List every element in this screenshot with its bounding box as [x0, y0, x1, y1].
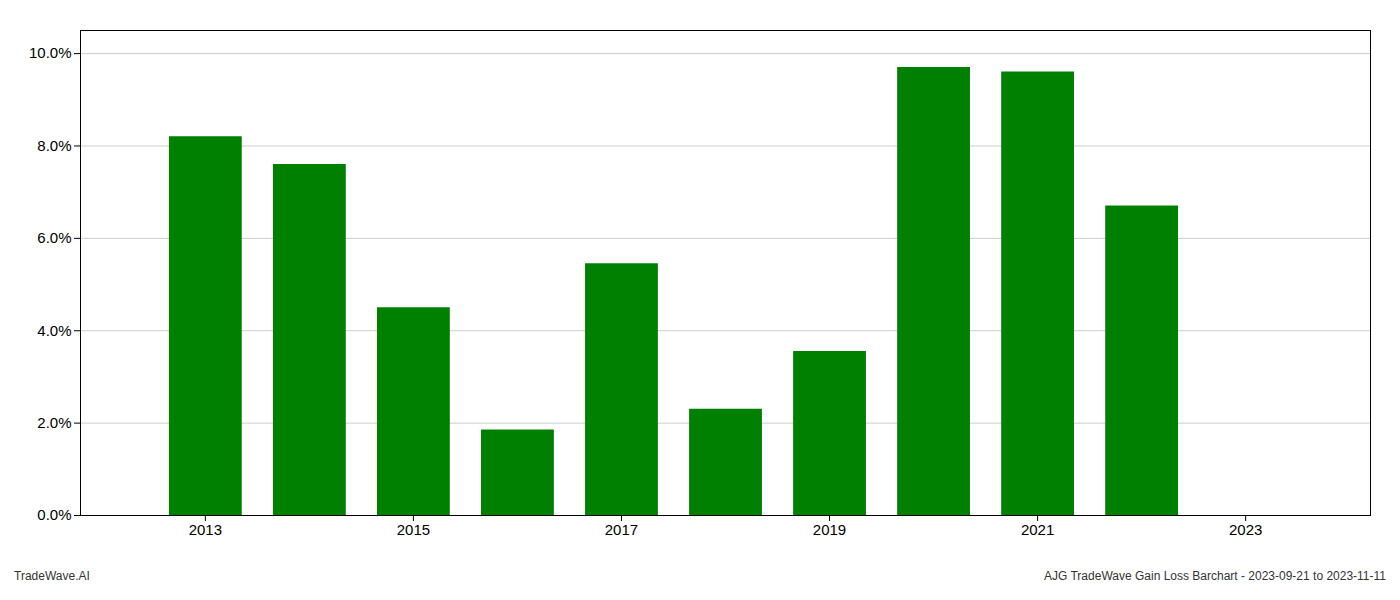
svg-text:8.0%: 8.0%	[37, 137, 71, 154]
svg-text:2.0%: 2.0%	[37, 414, 71, 431]
svg-text:2021: 2021	[1021, 521, 1054, 538]
svg-text:2013: 2013	[189, 521, 222, 538]
svg-text:2023: 2023	[1229, 521, 1262, 538]
svg-text:6.0%: 6.0%	[37, 229, 71, 246]
svg-text:10.0%: 10.0%	[29, 44, 72, 61]
svg-text:2015: 2015	[397, 521, 430, 538]
html-text:TradeWave.AI: TradeWave.AI	[14, 569, 90, 583]
svg-text:4.0%: 4.0%	[37, 322, 71, 339]
svg-text:0.0%: 0.0%	[37, 506, 71, 523]
svg-text:2017: 2017	[605, 521, 638, 538]
html-text:AJG TradeWave Gain Loss Barcha: AJG TradeWave Gain Loss Barchart - 2023-…	[1044, 569, 1386, 583]
svg-text:2019: 2019	[813, 521, 846, 538]
